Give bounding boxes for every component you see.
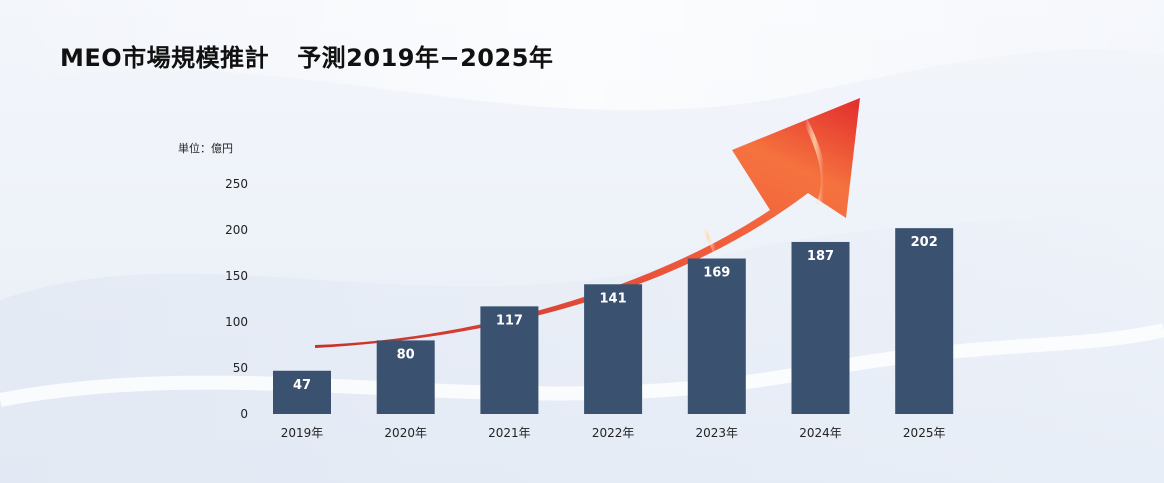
y-tick-label: 0: [240, 407, 248, 421]
chart-title: MEO市場規模推計 予測2019年−2025年: [60, 38, 553, 73]
bar-4: [584, 284, 643, 414]
x-category-label: 2020年: [384, 426, 427, 440]
chart-title-main: MEO市場規模推計: [60, 44, 270, 72]
bar-value-label: 169: [703, 266, 730, 281]
chart-subtitle: 予測2019年−2025年: [297, 44, 554, 72]
bar-5: [687, 258, 746, 414]
bar-1: [273, 370, 331, 414]
x-category-label: 2024年: [799, 426, 842, 440]
bar-value-label: 141: [600, 291, 627, 306]
bar-2: [376, 340, 435, 414]
bar-3: [480, 306, 539, 414]
y-tick-label: 150: [225, 269, 248, 283]
y-tick-label: 250: [225, 177, 248, 191]
x-category-label: 2025年: [903, 426, 946, 440]
x-category-label: 2023年: [696, 426, 739, 440]
x-category-label: 2022年: [592, 426, 635, 440]
bar-6: [791, 241, 850, 414]
bar-value-label: 187: [807, 249, 834, 264]
x-category-label: 2021年: [488, 426, 531, 440]
bar-value-label: 47: [293, 378, 311, 393]
y-tick-label: 100: [225, 315, 248, 329]
bar-value-label: 80: [397, 347, 415, 362]
y-tick-label: 50: [233, 361, 248, 375]
bar-7: [895, 228, 954, 414]
x-category-label: 2019年: [281, 426, 324, 440]
y-tick-label: 200: [225, 223, 248, 237]
bar-value-label: 202: [911, 235, 938, 250]
unit-label: 単位：億円: [178, 142, 233, 155]
bar-value-label: 117: [496, 313, 523, 328]
